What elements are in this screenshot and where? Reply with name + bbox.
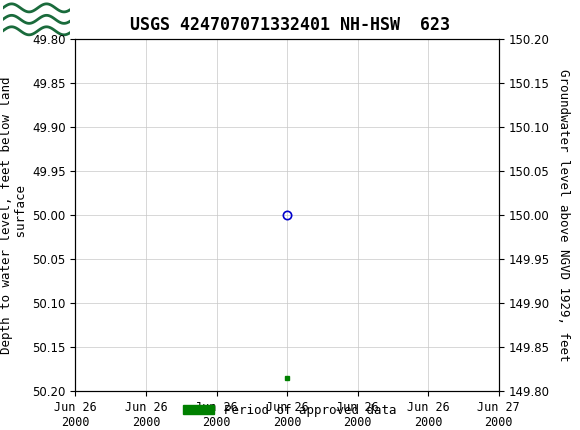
Text: USGS 424707071332401 NH-HSW  623: USGS 424707071332401 NH-HSW 623 [130, 16, 450, 34]
Legend: Period of approved data: Period of approved data [178, 399, 402, 422]
Y-axis label: Depth to water level, feet below land
 surface: Depth to water level, feet below land su… [0, 76, 28, 354]
Bar [3, 2, 67, 37]
Text: USGS: USGS [78, 10, 138, 29]
Y-axis label: Groundwater level above NGVD 1929, feet: Groundwater level above NGVD 1929, feet [557, 69, 570, 361]
